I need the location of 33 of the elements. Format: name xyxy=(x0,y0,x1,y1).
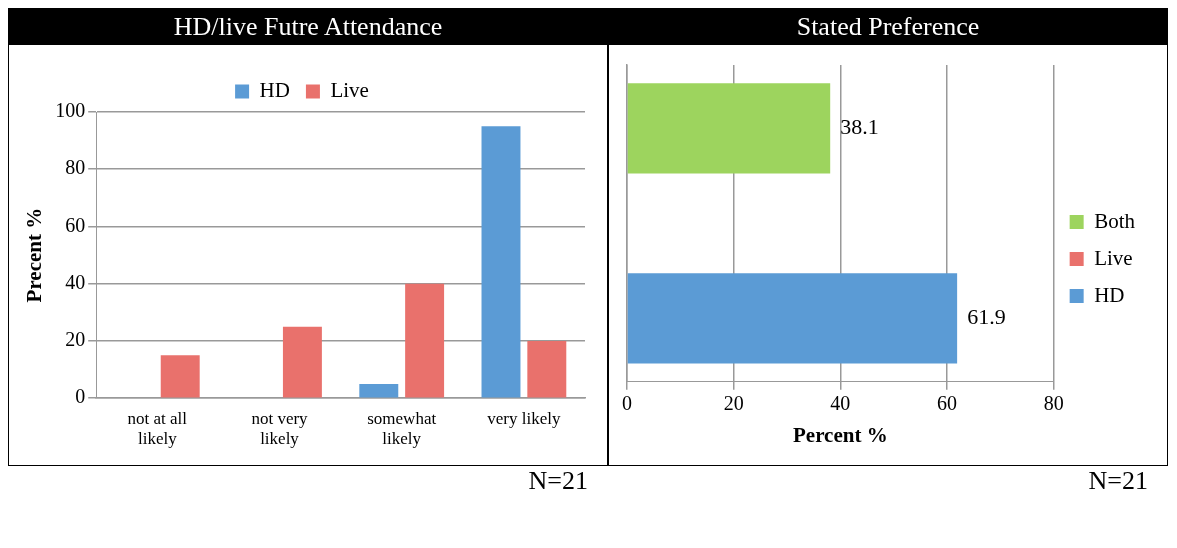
bar xyxy=(481,126,521,398)
bar xyxy=(282,326,322,398)
x-tick-label: 0 xyxy=(622,392,632,415)
y-tick-label: 60 xyxy=(65,213,86,236)
legend-label: Both xyxy=(1094,208,1136,233)
bar xyxy=(359,383,399,398)
legend-label: HD xyxy=(259,78,290,103)
y-tick-label: 20 xyxy=(65,328,86,351)
x-tick-label: not very likely xyxy=(251,408,309,449)
x-tick-label: very likely xyxy=(487,408,561,428)
x-tick-label: somewhat likely xyxy=(367,408,437,449)
x-tick-label: 80 xyxy=(1043,392,1064,415)
legend-label: Live xyxy=(1094,245,1133,270)
data-label: 61.9 xyxy=(967,304,1006,330)
y-tick-label: 100 xyxy=(55,99,86,122)
y-tick-label: 40 xyxy=(65,270,86,293)
x-tick-label: not at all likely xyxy=(127,408,188,449)
bar xyxy=(160,355,200,398)
legend-label: HD xyxy=(1094,282,1125,307)
y-tick-label: 80 xyxy=(65,156,86,179)
text: N=21 xyxy=(1087,466,1149,496)
data-label: 38.1 xyxy=(840,114,879,140)
bar xyxy=(527,340,567,398)
legend-label: Live xyxy=(330,78,369,103)
x-tick-label: 40 xyxy=(830,392,851,415)
y-axis-title: Precent % xyxy=(22,207,47,303)
x-tick-label: 20 xyxy=(723,392,744,415)
text: N=21 xyxy=(527,466,589,496)
x-axis-title: Percent % xyxy=(793,422,888,447)
chart-title: HD/live Futre Attendance xyxy=(9,9,607,45)
x-tick-label: 60 xyxy=(936,392,957,415)
bar xyxy=(405,283,445,398)
chart-title: Stated Preference xyxy=(609,9,1167,45)
